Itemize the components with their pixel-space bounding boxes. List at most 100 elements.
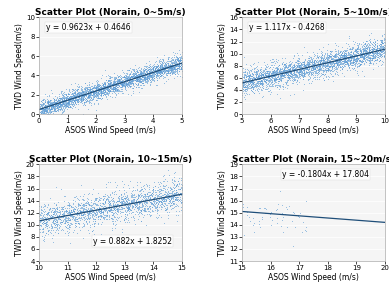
- Point: [242, 78, 248, 83]
- Point: [58, 103, 65, 108]
- Point: [57, 217, 63, 221]
- Point: [326, 75, 333, 80]
- Point: [40, 222, 46, 226]
- Point: [116, 77, 123, 82]
- Point: [295, 72, 301, 76]
- Point: [369, 41, 375, 46]
- Point: [339, 45, 345, 50]
- Point: [302, 62, 308, 66]
- Point: [256, 79, 263, 84]
- Point: [179, 75, 185, 79]
- Point: [324, 56, 330, 61]
- Point: [65, 100, 71, 105]
- Point: [284, 72, 291, 76]
- Point: [305, 66, 312, 71]
- Point: [174, 66, 180, 70]
- Point: [129, 198, 135, 203]
- Point: [149, 71, 155, 76]
- Point: [54, 217, 60, 222]
- Point: [115, 196, 121, 201]
- Point: [102, 200, 108, 205]
- Point: [90, 210, 96, 215]
- Point: [340, 58, 347, 63]
- Point: [285, 72, 291, 77]
- Point: [116, 199, 122, 204]
- Point: [130, 77, 136, 82]
- Point: [49, 104, 55, 109]
- Point: [162, 64, 168, 69]
- Point: [319, 64, 325, 69]
- Point: [60, 219, 67, 224]
- Point: [72, 94, 79, 99]
- Point: [63, 95, 69, 100]
- Point: [142, 199, 148, 204]
- Point: [117, 196, 124, 201]
- Point: [331, 57, 337, 61]
- Point: [78, 88, 84, 93]
- Point: [157, 63, 163, 68]
- Point: [344, 48, 350, 53]
- Point: [98, 207, 104, 212]
- Point: [333, 64, 339, 69]
- Point: [133, 204, 139, 209]
- Point: [49, 104, 56, 109]
- Point: [104, 88, 110, 93]
- Point: [337, 62, 343, 66]
- Point: [145, 206, 152, 211]
- Point: [134, 70, 140, 74]
- Point: [165, 194, 171, 199]
- Point: [270, 60, 276, 65]
- Point: [63, 97, 69, 102]
- Point: [336, 52, 342, 57]
- Point: [72, 89, 78, 94]
- Point: [304, 50, 310, 54]
- Point: [106, 81, 112, 86]
- Point: [108, 207, 114, 211]
- Point: [364, 55, 371, 59]
- Point: [59, 102, 65, 107]
- Point: [53, 222, 59, 227]
- Point: [156, 59, 162, 64]
- Point: [64, 209, 70, 213]
- Point: [305, 60, 312, 65]
- Point: [61, 104, 67, 108]
- Point: [310, 62, 316, 66]
- Point: [316, 69, 322, 73]
- Point: [371, 46, 378, 51]
- Point: [141, 75, 147, 80]
- Point: [49, 225, 55, 230]
- Point: [109, 213, 116, 218]
- Point: [105, 197, 111, 202]
- Point: [303, 70, 309, 75]
- Point: [343, 61, 350, 66]
- Point: [147, 66, 153, 71]
- Point: [132, 76, 138, 81]
- Point: [177, 66, 184, 71]
- Point: [174, 57, 180, 62]
- Point: [141, 75, 147, 80]
- Point: [335, 47, 341, 52]
- Point: [322, 73, 329, 78]
- Point: [283, 80, 289, 85]
- Point: [40, 110, 47, 115]
- Point: [252, 87, 259, 92]
- Point: [135, 77, 141, 81]
- Point: [245, 81, 252, 86]
- Point: [291, 53, 298, 58]
- Point: [85, 98, 91, 103]
- Point: [331, 64, 337, 68]
- Point: [114, 88, 121, 93]
- Point: [319, 53, 325, 57]
- Point: [248, 79, 254, 84]
- Point: [62, 218, 68, 223]
- Point: [57, 217, 63, 221]
- Point: [88, 95, 94, 100]
- Point: [353, 60, 359, 64]
- Point: [137, 73, 143, 78]
- Point: [77, 91, 84, 95]
- Point: [325, 68, 331, 72]
- Point: [161, 178, 167, 183]
- Point: [337, 61, 343, 66]
- Point: [43, 220, 49, 225]
- Point: [175, 65, 182, 70]
